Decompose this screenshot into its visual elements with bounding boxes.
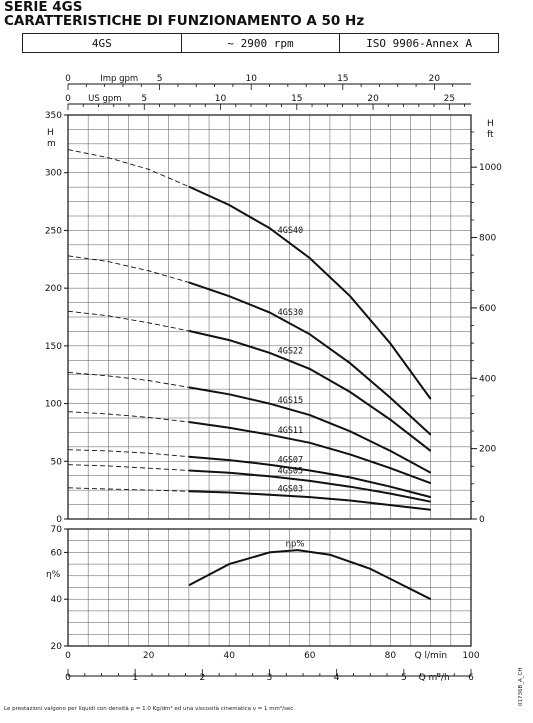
q-m3h-tick-label: 0 xyxy=(65,673,71,683)
footnote: Le prestazioni valgono per liquidi con d… xyxy=(4,706,295,712)
header-speed: ~ 2900 rpm xyxy=(182,34,341,52)
us-tick-label: 15 xyxy=(291,94,302,104)
q-m3h-tick-label: 3 xyxy=(267,673,273,683)
q-lmin-tick-label: 0 xyxy=(65,651,71,661)
y-tick-label: 300 xyxy=(45,169,62,179)
title-line-2: CARATTERISTICHE DI FUNZIONAMENTO A 50 Hz xyxy=(4,13,365,29)
curve-4GS03 xyxy=(188,490,431,511)
title-line-1: SERIE 4GS xyxy=(4,0,83,15)
curve-label-4GS03: 4GS03 xyxy=(278,484,304,494)
q-m3h-tick-label: 5 xyxy=(401,673,407,683)
curve-dashed-4GS03 xyxy=(67,487,189,492)
us-tick-label: 5 xyxy=(141,94,147,104)
q-lmin-tick-label: 80 xyxy=(385,651,397,661)
head-grid xyxy=(67,114,472,520)
eff-tick-label: 40 xyxy=(51,595,63,605)
eff-grid xyxy=(67,528,472,647)
q-lmin-tick-label: 20 xyxy=(143,651,155,661)
curve-dashed-4GS05 xyxy=(67,464,189,471)
curve-label-4GS07: 4GS07 xyxy=(278,455,304,465)
y-tick-label: 350 xyxy=(45,111,62,121)
ft-tick-label: 600 xyxy=(479,304,496,314)
drawing-code: 01736B_A_CH xyxy=(518,667,524,706)
efficiency-chart: 20 40 60 70 η% ηp% xyxy=(46,525,472,652)
head-frame xyxy=(67,114,472,520)
curve-label-4GS05: 4GS05 xyxy=(278,467,304,477)
bottom-axes: 0 20 40 60 80 100 Q l/min 0 1 2 3 4 5 6 Q m³/h xyxy=(65,651,480,683)
curve-dashed-4GS15 xyxy=(67,371,189,388)
curve-4GS11 xyxy=(188,421,432,485)
imp-tick-label: 20 xyxy=(429,74,441,84)
header-table: 4GS ~ 2900 rpm ISO 9906-Annex A xyxy=(22,33,499,53)
curve-efficiency xyxy=(188,549,432,601)
q-m3h-tick-label: 1 xyxy=(132,673,138,683)
eff-tick-label: 70 xyxy=(51,525,63,535)
us-axis-label: US gpm xyxy=(88,94,121,104)
q-m3h-tick-label: 6 xyxy=(468,673,474,683)
q-m3h-tick-label: 4 xyxy=(334,673,340,683)
us-tick-label: 20 xyxy=(367,94,379,104)
curve-4GS22 xyxy=(188,329,432,452)
eff-frame xyxy=(67,528,472,647)
head-chart: 0 50 100 150 200 250 300 350 Hm 0 200 400 600 800 1000… xyxy=(45,111,502,525)
y-tick-label: 250 xyxy=(45,226,62,236)
curve-label-4GS40: 4GS40 xyxy=(278,226,304,236)
ft-axis-label-h: H xyxy=(487,119,494,129)
chart-title: SERIE 4GS CARATTERISTICHE DI FUNZIONAMEN… xyxy=(4,0,364,28)
curve-4GS30 xyxy=(188,281,432,436)
eff-curve-label: ηp% xyxy=(286,540,305,550)
ft-tick-label: 1000 xyxy=(479,163,502,173)
ft-tick-label: 400 xyxy=(479,374,496,384)
us-tick-label: 25 xyxy=(444,94,455,104)
curve-label-4GS11: 4GS11 xyxy=(278,426,304,436)
ft-tick-label: 800 xyxy=(479,234,496,244)
head-curves: 4GS40 4GS30 4GS22 4GS15 4GS11 4GS07 4GS05 4GS03 xyxy=(67,149,432,511)
curve-dashed-4GS11 xyxy=(67,411,189,423)
imp-tick-label: 5 xyxy=(157,74,163,84)
curve-4GS15 xyxy=(188,386,432,474)
y-tick-label: 100 xyxy=(45,400,62,410)
curve-4GS07 xyxy=(188,455,431,499)
y-axis-label-h: H xyxy=(47,128,54,138)
curve-label-4GS22: 4GS22 xyxy=(278,347,304,357)
curve-4GS05 xyxy=(188,469,431,503)
curve-label-4GS30: 4GS30 xyxy=(278,308,304,318)
y-tick-label: 200 xyxy=(45,284,62,294)
header-model: 4GS xyxy=(23,34,182,52)
imp-tick-label: 0 xyxy=(65,74,71,84)
y-tick-label: 0 xyxy=(56,515,62,525)
eff-tick-label: 20 xyxy=(51,642,63,652)
us-tick-label: 0 xyxy=(65,94,71,104)
y-tick-label: 150 xyxy=(45,342,62,352)
header-standard: ISO 9906-Annex A xyxy=(366,36,473,50)
ft-axis-label-unit: ft xyxy=(487,130,494,140)
ft-tick-label: 200 xyxy=(479,445,496,455)
curve-dashed-4GS07 xyxy=(67,449,189,458)
q-lmin-tick-label: 100 xyxy=(462,651,479,661)
y-axis-label-unit: m xyxy=(47,139,56,149)
curve-dashed-4GS22 xyxy=(67,310,189,332)
eff-tick-label: 60 xyxy=(51,548,63,558)
q-lmin-tick-label: 40 xyxy=(223,651,235,661)
ft-tick-label: 0 xyxy=(479,515,485,525)
imp-tick-label: 15 xyxy=(337,74,348,84)
q-lmin-axis-label: Q l/min xyxy=(415,651,447,661)
q-lmin-tick-label: 60 xyxy=(304,651,316,661)
imp-axis-label: Imp gpm xyxy=(100,74,138,84)
eff-axis-label: η% xyxy=(46,570,61,580)
curve-dashed-4GS40 xyxy=(67,149,190,188)
curve-label-4GS15: 4GS15 xyxy=(278,396,304,406)
q-m3h-tick-label: 2 xyxy=(199,673,205,683)
q-m3h-axis-label: Q m³/h xyxy=(419,673,450,683)
curve-4GS40 xyxy=(188,185,432,400)
us-tick-label: 10 xyxy=(215,94,227,104)
imp-tick-label: 10 xyxy=(245,74,257,84)
y-tick-label: 50 xyxy=(51,457,63,467)
curve-dashed-4GS30 xyxy=(67,255,190,283)
